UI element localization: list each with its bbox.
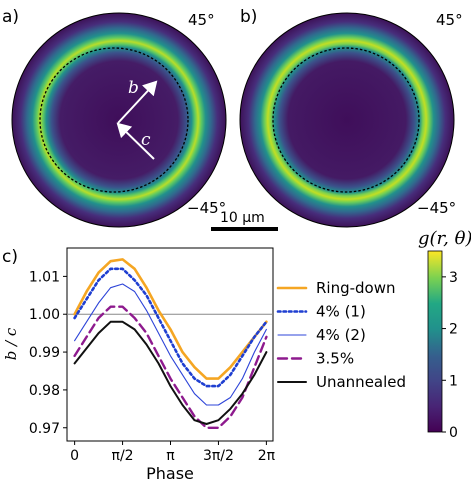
y-axis-label: b / c xyxy=(2,327,20,360)
y-tick-label: 1.01 xyxy=(29,269,60,285)
panel-label-b: b) xyxy=(240,7,257,27)
series-line-4 xyxy=(73,320,268,425)
y-tick-label: 0.98 xyxy=(29,383,60,399)
colorbar-tick-label: 2 xyxy=(449,322,458,338)
x-axis-label: Phase xyxy=(146,464,194,483)
legend: Ring-down 4% (1) 4% (2) 3.5% Unannealed xyxy=(276,279,406,391)
angle-label-bottom-b: −45° xyxy=(417,199,456,217)
x-tick-label: 2π xyxy=(258,448,276,464)
y-axis: 0.97 0.98 0.99 1.00 1.01 xyxy=(29,269,67,437)
legend-label-0: Ring-down xyxy=(316,279,396,297)
colorbar-tick-label: 0 xyxy=(449,425,458,441)
colorbar-tick-label: 1 xyxy=(449,373,458,389)
polar-disc-a xyxy=(11,12,227,228)
arrow-b xyxy=(117,80,158,124)
series-line-0 xyxy=(73,258,268,380)
colorbar-label: g(r, θ) xyxy=(418,228,471,249)
arrow-c xyxy=(116,122,155,160)
series-group xyxy=(73,258,268,429)
x-tick-label: 0 xyxy=(70,448,79,464)
polar-plot-a: b c xyxy=(11,12,227,228)
legend-label-2: 4% (2) xyxy=(316,326,366,344)
series-line-1 xyxy=(73,267,268,388)
x-axis: 0 π/2 π 3π/2 2π xyxy=(70,441,276,464)
polar-plot-b xyxy=(239,12,455,228)
angle-label-top-a: 45° xyxy=(188,11,215,29)
legend-label-1: 4% (1) xyxy=(316,303,366,321)
plot-frame xyxy=(66,247,274,442)
angle-label-top: 45° xyxy=(436,11,463,29)
y-tick-label: 1.00 xyxy=(29,307,60,323)
x-tick-label: 3π/2 xyxy=(203,448,234,464)
scalebar-label: 10 μm xyxy=(220,210,265,226)
x-tick-label: π xyxy=(166,448,175,464)
line-chart: 0.97 0.98 0.99 1.00 1.01 0 π/2 π 3π/2 2π Phase b… xyxy=(2,247,276,483)
legend-label-4: Unannealed xyxy=(316,373,406,391)
legend-label-3: 3.5% xyxy=(316,350,354,368)
polar-disc-b xyxy=(239,12,455,228)
series-line-3 xyxy=(73,305,268,429)
panel-label-c: c) xyxy=(2,247,18,267)
arrow-c-label: c xyxy=(141,130,151,150)
colorbar-tick-label: 3 xyxy=(449,270,458,286)
x-tick-label: π/2 xyxy=(112,448,134,464)
panel-label-a: a) xyxy=(2,7,19,27)
y-tick-label: 0.99 xyxy=(29,345,60,361)
fit-ellipse-a xyxy=(39,47,189,193)
series-line-2 xyxy=(74,283,267,406)
angle-label-bottom-a: −45° xyxy=(187,199,226,217)
arrow-b-label: b xyxy=(128,78,139,98)
scalebar xyxy=(211,227,278,231)
y-tick-label: 0.97 xyxy=(29,421,60,437)
fit-ellipse-b xyxy=(272,47,420,193)
colorbar-ticks: 0 1 2 3 xyxy=(442,270,458,441)
colorbar xyxy=(427,250,443,433)
